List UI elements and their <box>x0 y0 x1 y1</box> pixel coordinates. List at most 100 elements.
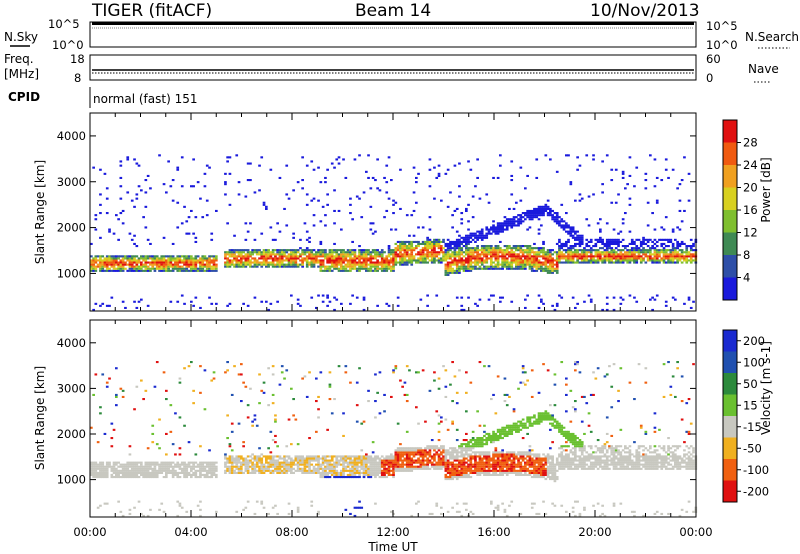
vel-cell <box>401 447 404 450</box>
vel-cell <box>394 365 398 368</box>
power-cell <box>603 249 607 252</box>
power-cell <box>471 234 475 237</box>
power-cell <box>655 251 659 254</box>
vel-cell <box>353 459 357 462</box>
power-cell <box>490 267 493 270</box>
vel-cell <box>383 459 386 462</box>
power-cell <box>558 222 561 225</box>
vel-cell <box>208 449 211 452</box>
vel-cell <box>101 469 105 472</box>
vel-cell <box>285 465 289 468</box>
power-cell <box>540 205 543 208</box>
power-cell <box>251 249 254 252</box>
power-cell <box>210 261 214 264</box>
vel-cell <box>444 451 448 454</box>
power-cell <box>321 294 325 297</box>
power-cell <box>133 261 136 264</box>
power-cell <box>128 265 132 268</box>
power-cell <box>517 259 520 262</box>
power-cell <box>476 249 479 252</box>
vel-cell <box>383 461 386 464</box>
vel-cell <box>310 459 314 462</box>
vel-cell <box>160 463 164 466</box>
vel-cell <box>371 469 375 472</box>
vel-cell <box>351 467 354 470</box>
vel-cell <box>242 463 245 466</box>
power-cell <box>90 242 93 245</box>
vel-cell <box>419 463 423 466</box>
vel-cell <box>385 461 389 464</box>
power-cell <box>453 209 457 212</box>
power-cell <box>651 247 654 250</box>
vel-cell <box>394 367 398 370</box>
vel-cell <box>246 455 250 458</box>
power-cell <box>176 259 180 262</box>
vel-cell <box>410 451 414 454</box>
power-cell <box>444 251 448 254</box>
power-cell <box>644 255 648 258</box>
power-cell <box>203 259 207 262</box>
vel-cell <box>94 473 98 476</box>
power-cell <box>451 226 454 229</box>
power-cell <box>278 255 282 258</box>
power-cell <box>530 269 534 272</box>
power-cell <box>587 224 591 227</box>
power-cell <box>374 249 377 252</box>
vel-cell <box>426 459 429 462</box>
power-cell <box>585 249 589 252</box>
vel-cell <box>349 473 352 476</box>
vel-cell <box>128 473 132 476</box>
power-cell <box>265 300 268 303</box>
power-cell <box>655 253 659 256</box>
power-cell <box>265 251 268 254</box>
power-cell <box>121 300 125 303</box>
power-cell <box>519 166 523 169</box>
vel-cell <box>455 469 459 472</box>
power-cell <box>287 197 291 200</box>
vel-cell <box>460 445 464 448</box>
vel-cell <box>412 449 416 452</box>
power-cell <box>292 263 295 266</box>
power-cell <box>485 251 489 254</box>
power-cell <box>317 251 320 254</box>
power-cell <box>451 253 454 256</box>
power-cell <box>305 259 309 262</box>
power-cell <box>396 240 400 243</box>
vel-cell <box>285 459 289 462</box>
vel-cell <box>417 422 420 425</box>
power-cell <box>262 201 266 204</box>
power-cell <box>617 193 620 196</box>
power-cell <box>624 257 627 260</box>
vel-cell <box>235 467 239 470</box>
power-cell <box>480 230 484 233</box>
vel-cell <box>340 473 343 476</box>
power-cell <box>233 265 236 268</box>
power-cell <box>108 228 111 231</box>
power-cell <box>510 255 514 258</box>
power-cell <box>601 238 604 241</box>
power-cell <box>185 269 189 272</box>
vel-cell <box>230 455 234 458</box>
power-cell <box>585 257 589 260</box>
power-cell <box>560 224 564 227</box>
power-cell <box>692 242 695 245</box>
vel-cell <box>215 476 218 479</box>
vel-cell <box>155 361 159 364</box>
power-cell <box>574 253 577 256</box>
power-cell <box>501 230 504 233</box>
power-cell <box>610 240 614 243</box>
vel-cell <box>480 451 484 454</box>
power-cell <box>605 257 609 260</box>
power-cell <box>267 251 270 254</box>
power-cell <box>460 296 464 299</box>
power-cell <box>428 251 432 254</box>
power-cell <box>292 251 295 254</box>
vel-cell <box>458 445 461 448</box>
vel-cell <box>171 443 175 446</box>
power-cell <box>462 259 466 262</box>
power-cell <box>503 263 507 266</box>
vel-cell <box>103 432 107 435</box>
power-cell <box>305 238 309 241</box>
power-cell <box>537 255 541 258</box>
vel-cell <box>271 471 275 474</box>
